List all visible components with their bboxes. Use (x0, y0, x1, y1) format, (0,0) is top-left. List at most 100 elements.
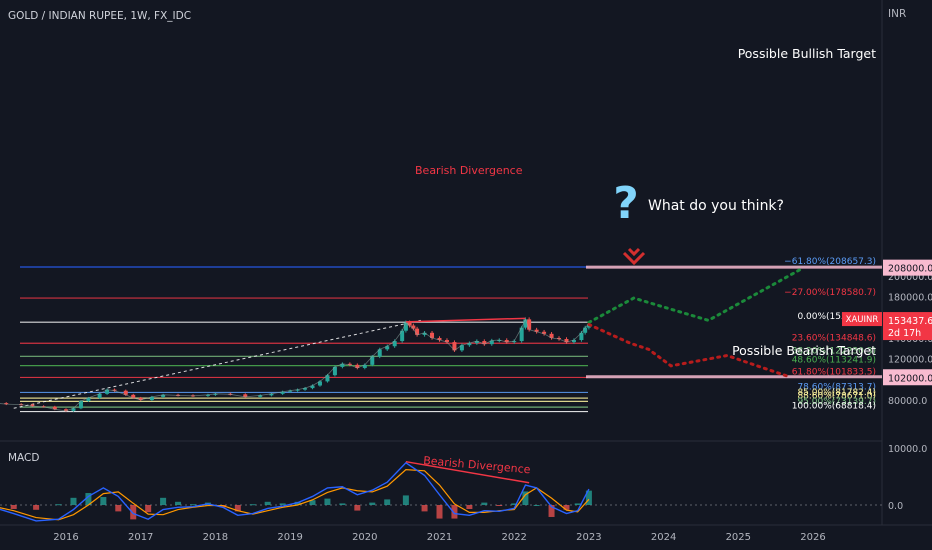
macd-histogram-bar (339, 503, 346, 505)
candle-body (583, 327, 588, 333)
macd-histogram-bar (55, 504, 62, 506)
divergence-line-price (405, 317, 526, 323)
divergence-text-macd: Bearish Divergence (423, 454, 531, 476)
macd-histogram-bar (145, 505, 152, 513)
candle-body (295, 389, 300, 391)
macd-histogram-bar (130, 505, 137, 520)
macd-histogram-bar (100, 497, 107, 505)
macd-histogram-bar (279, 503, 286, 505)
trend-line (13, 319, 421, 409)
candle-body (534, 329, 539, 332)
candle-body (504, 340, 509, 343)
candle-body (71, 408, 76, 411)
candle-body (542, 331, 547, 334)
question-text: What do you think? (648, 198, 784, 214)
symbol-header: GOLD / INDIAN RUPEE, 1W, FX_IDC (8, 10, 192, 22)
x-tick-8: 2024 (651, 532, 676, 543)
fib-label-6: 61.80%(101833.5) (792, 367, 876, 377)
fib-label-7: 78.60%(87313.7) (797, 382, 876, 392)
current-price-box (883, 312, 932, 341)
candle-body (407, 322, 412, 326)
x-tick-0: 2016 (53, 532, 78, 543)
candle-body (497, 340, 502, 342)
macd-histogram-bar (421, 505, 428, 512)
x-tick-3: 2019 (277, 532, 302, 543)
macd-histogram-bar (70, 497, 77, 505)
candle-body (161, 394, 166, 397)
symbol-tag: XAUINR (846, 315, 879, 325)
candle-body (519, 327, 524, 342)
candle-body (213, 393, 218, 395)
candle-body (332, 366, 337, 376)
y-tick-5: 180000.0 (888, 293, 932, 304)
fib-label-10: 95.00%(73139.7) (797, 397, 876, 407)
fib-label-4: 38.20%(122230.3) (792, 346, 876, 356)
macd-histogram-bar (324, 498, 331, 505)
macd-histogram-bar (548, 505, 555, 517)
candle-body (400, 330, 405, 342)
x-tick-2: 2018 (203, 532, 228, 543)
bar-countdown: 2d 17h (888, 328, 921, 339)
x-tick-7: 2023 (576, 532, 601, 543)
fib-label-3: 23.60%(134848.6) (792, 333, 876, 343)
candle-body (30, 404, 35, 407)
x-tick-6: 2022 (501, 532, 526, 543)
candle-body (444, 340, 449, 343)
macd-histogram-bar (436, 505, 443, 519)
fib-label-2: 0.00%(155245.4) (797, 312, 876, 322)
candle-body (303, 388, 308, 390)
candle-body (258, 395, 263, 397)
x-tick-4: 2020 (352, 532, 377, 543)
x-tick-9: 2025 (726, 532, 751, 543)
macd-label: MACD (8, 452, 40, 464)
macd-histogram-bar (175, 501, 182, 505)
candle-body (571, 340, 576, 343)
candle-body (377, 349, 382, 357)
candle-body (243, 394, 248, 397)
macd-histogram-bar (369, 502, 376, 505)
candle-body (411, 325, 416, 329)
y-tick-6: 200000.0 (888, 272, 932, 283)
candle-body (347, 363, 352, 365)
candle-body (362, 364, 367, 368)
candle-body (138, 397, 143, 400)
macd-y-tick-0: 10000.0 (888, 444, 927, 455)
question-mark: ? (613, 178, 639, 229)
macd-histogram-bar (264, 501, 271, 505)
candle-body (474, 341, 479, 344)
price-tag-box-1 (883, 369, 932, 386)
candle-body (370, 356, 375, 365)
macd-histogram-bar (10, 505, 17, 509)
candle-body (437, 337, 442, 341)
candle-body (527, 319, 532, 330)
candle-body (325, 375, 330, 382)
candle-body (467, 343, 472, 346)
macd-histogram-bar (511, 503, 518, 505)
candle-body (512, 341, 517, 343)
y-tick-2: 120000.0 (888, 355, 932, 366)
macd-histogram-bar (189, 504, 196, 506)
fib-label-8: 85.00%(81782.4) (797, 388, 876, 398)
candle-body (392, 341, 397, 347)
price-tag-box-0 (883, 259, 932, 276)
macd-histogram-bar (354, 505, 361, 511)
candle-body (403, 322, 408, 331)
macd-histogram-bar (466, 505, 473, 509)
candle-body (149, 396, 154, 400)
currency-label: INR (888, 8, 907, 20)
candle-body (123, 390, 128, 395)
macd-y-tick-1: 0.0 (888, 501, 903, 512)
macd-histogram-bar (522, 491, 529, 505)
fib-label-9: 88.60%(78671.0) (797, 391, 876, 401)
bullish-projection (587, 267, 804, 324)
bullish-target-text: Possible Bullish Target (738, 46, 876, 61)
macd-histogram-bar (402, 495, 409, 505)
bearish-projection (587, 323, 793, 379)
candle-body (489, 340, 494, 345)
candle-body (523, 319, 528, 328)
candle-body (549, 333, 554, 338)
current-price: 153437.6 (888, 316, 932, 327)
candle-body (112, 389, 117, 391)
macd-histogram-bar (160, 497, 167, 505)
